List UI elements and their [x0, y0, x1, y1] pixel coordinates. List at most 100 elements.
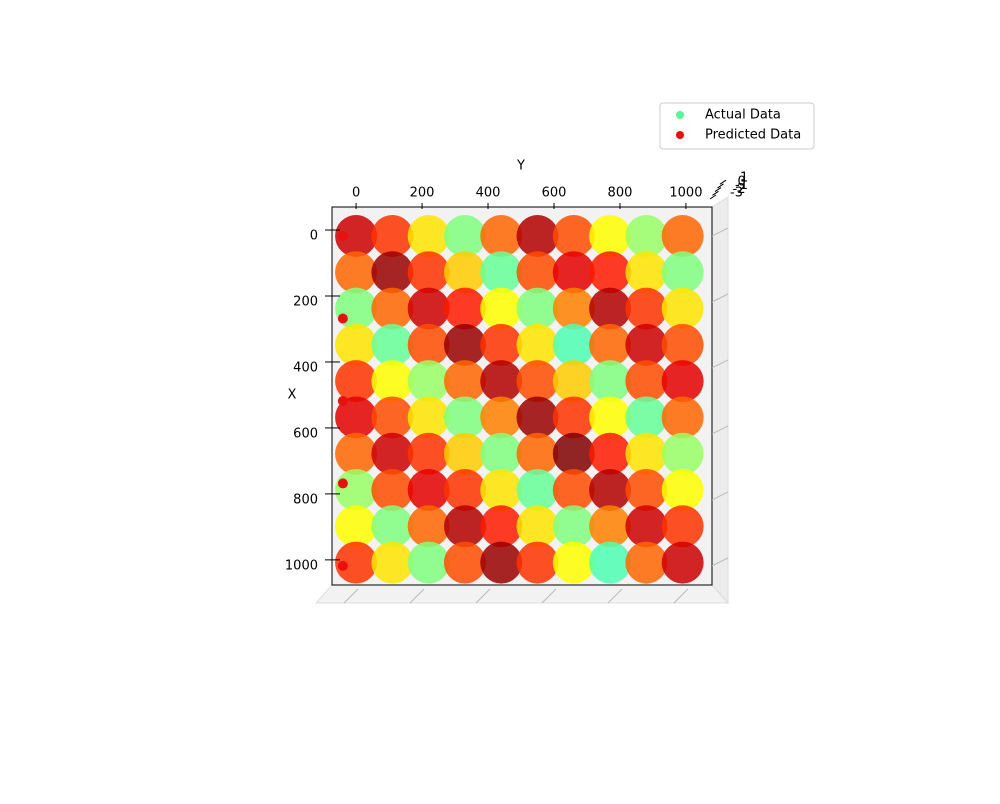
- data-point: [480, 323, 523, 366]
- data-point: [516, 360, 559, 403]
- data-point: [335, 432, 378, 475]
- data-point: [337, 313, 348, 324]
- data-point: [335, 396, 378, 439]
- data-point: [625, 541, 668, 584]
- side-grid-line: [711, 425, 729, 435]
- data-point: [371, 432, 414, 475]
- data-point: [625, 251, 668, 294]
- data-point: [407, 469, 450, 512]
- data-point: [335, 215, 378, 258]
- data-point: [589, 505, 632, 548]
- data-point: [335, 469, 378, 512]
- z-tick-label: -2: [733, 182, 746, 197]
- z-tick: [717, 183, 724, 189]
- data-point: [407, 541, 450, 584]
- x-tick-label: 800: [293, 492, 318, 507]
- data-point: [516, 396, 559, 439]
- data-point: [661, 469, 704, 512]
- data-point: [443, 469, 486, 512]
- z-tick-label: 0: [738, 174, 746, 189]
- data-point: [552, 323, 595, 366]
- floor-pane: [314, 584, 730, 604]
- data-point: [480, 251, 523, 294]
- data-point: [371, 287, 414, 330]
- data-point: [407, 360, 450, 403]
- data-point: [443, 432, 486, 475]
- z-tick-label: 1: [740, 171, 748, 186]
- z-tick: [719, 179, 727, 185]
- data-point: [552, 505, 595, 548]
- data-point: [371, 396, 414, 439]
- y-tick-label: 1000: [669, 186, 702, 201]
- y-tick-label: 200: [410, 186, 435, 201]
- data-point: [443, 323, 486, 366]
- data-point: [589, 469, 632, 512]
- data-point: [552, 287, 595, 330]
- data-point: [661, 251, 704, 294]
- z-tick-label: -1: [735, 178, 748, 193]
- data-point: [407, 323, 450, 366]
- z-tick: [712, 190, 719, 196]
- data-point: [589, 541, 632, 584]
- data-point: [625, 360, 668, 403]
- floor-grid-line: [541, 588, 557, 604]
- data-point: [337, 231, 348, 242]
- data-point: [371, 469, 414, 512]
- data-point: [337, 560, 348, 571]
- data-point: [407, 215, 450, 258]
- z-tick-label: -3: [730, 186, 743, 201]
- floor-grid-line: [673, 588, 689, 604]
- side-grid-line: [711, 359, 729, 369]
- data-point: [443, 251, 486, 294]
- data-point: [335, 251, 378, 294]
- data-point: [516, 215, 559, 258]
- data-point: [480, 469, 523, 512]
- data-point: [552, 432, 595, 475]
- data-point: [480, 360, 523, 403]
- data-point: [625, 215, 668, 258]
- data-point: [516, 505, 559, 548]
- legend-label: Actual Data: [705, 108, 781, 123]
- data-point: [337, 478, 348, 489]
- y-tick-label: 600: [542, 186, 567, 201]
- data-point: [335, 360, 378, 403]
- data-point: [335, 323, 378, 366]
- data-point: [443, 505, 486, 548]
- data-point: [589, 323, 632, 366]
- legend-marker: [676, 131, 684, 139]
- data-point: [335, 541, 378, 584]
- side-grid-line: [711, 557, 729, 567]
- data-point: [661, 505, 704, 548]
- z-tick: [714, 187, 722, 193]
- data-point: [335, 287, 378, 330]
- data-point: [371, 323, 414, 366]
- y-tick-label: 400: [476, 186, 501, 201]
- data-point: [589, 251, 632, 294]
- data-point: [480, 215, 523, 258]
- floor-grid-line: [607, 588, 623, 604]
- data-point: [625, 505, 668, 548]
- data-point: [516, 323, 559, 366]
- data-point: [552, 215, 595, 258]
- data-point: [552, 396, 595, 439]
- y-tick-label: 0: [352, 186, 360, 201]
- data-point: [371, 360, 414, 403]
- data-point: [407, 287, 450, 330]
- y-tick-label: 800: [608, 186, 633, 201]
- points-layer: [335, 215, 704, 584]
- x-tick-label: 0: [310, 229, 318, 244]
- data-point: [589, 287, 632, 330]
- x-tick-label: 1000: [285, 558, 318, 573]
- data-point: [661, 215, 704, 258]
- data-point: [625, 396, 668, 439]
- side-pane: [711, 196, 729, 605]
- data-point: [443, 215, 486, 258]
- data-point: [371, 505, 414, 548]
- data-point: [589, 396, 632, 439]
- data-point: [337, 395, 348, 406]
- data-point: [480, 432, 523, 475]
- data-point: [443, 396, 486, 439]
- data-point: [443, 360, 486, 403]
- legend-marker: [676, 111, 684, 119]
- data-point: [371, 541, 414, 584]
